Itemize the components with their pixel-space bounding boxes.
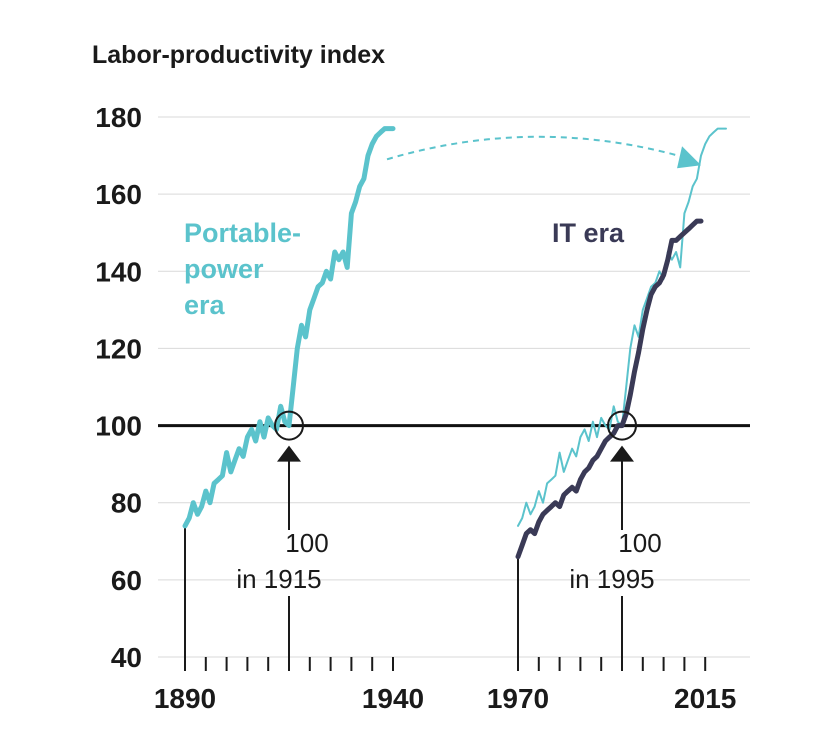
- y-tick-label-80: 80: [111, 488, 142, 519]
- series-line-0: [182, 126, 396, 529]
- x-tick-label-2015: 2015: [674, 683, 736, 714]
- annotation-arrow-head-1915: [277, 445, 301, 462]
- y-tick-label-140: 140: [95, 256, 142, 287]
- series-label-portable-power-0: Portable-: [184, 218, 301, 248]
- y-tick-label-40: 40: [111, 642, 142, 673]
- y-axis-tick-labels: 40 60 80 100 120 140 160 180: [95, 102, 142, 673]
- annotation-value-1995: 100: [618, 528, 661, 558]
- x-tick-label-1940: 1940: [362, 683, 424, 714]
- annotation-arrow-head-1995: [610, 445, 634, 462]
- annotation-circle-1915: [274, 410, 304, 441]
- y-tick-label-60: 60: [111, 565, 142, 596]
- gridlines: [158, 116, 750, 658]
- y-tick-label-120: 120: [95, 333, 142, 364]
- series-label-it-era: IT era: [552, 218, 625, 248]
- x-tick-label-1890: 1890: [154, 683, 216, 714]
- shift-arrow-curve: [386, 135, 692, 161]
- era-start-leader-lines: [184, 525, 519, 671]
- y-tick-label-160: 160: [95, 179, 142, 210]
- annotation-circle-1995: [607, 410, 637, 441]
- y-tick-label-100: 100: [95, 411, 142, 442]
- chart-title: Labor-productivity index: [92, 41, 385, 69]
- annotation-year-1995: in 1995: [569, 564, 654, 594]
- x-axis: 1890 1940 1970 2015: [154, 657, 736, 714]
- text-labels: 100 in 1915 100 in 1995 Labor-productivity i…: [92, 41, 662, 594]
- annotation-year-1915: in 1915: [236, 564, 321, 594]
- x-tick-label-1970: 1970: [487, 683, 549, 714]
- shift-arrow-head: [677, 146, 702, 169]
- series-label-portable-power-2: era: [184, 290, 226, 320]
- series-label-portable-power-1: power: [184, 254, 264, 284]
- annotation-markers: [274, 135, 702, 671]
- series-line-2: [515, 218, 704, 560]
- series-lines: [182, 126, 727, 560]
- annotation-value-1915: 100: [285, 528, 328, 558]
- y-tick-label-180: 180: [95, 102, 142, 133]
